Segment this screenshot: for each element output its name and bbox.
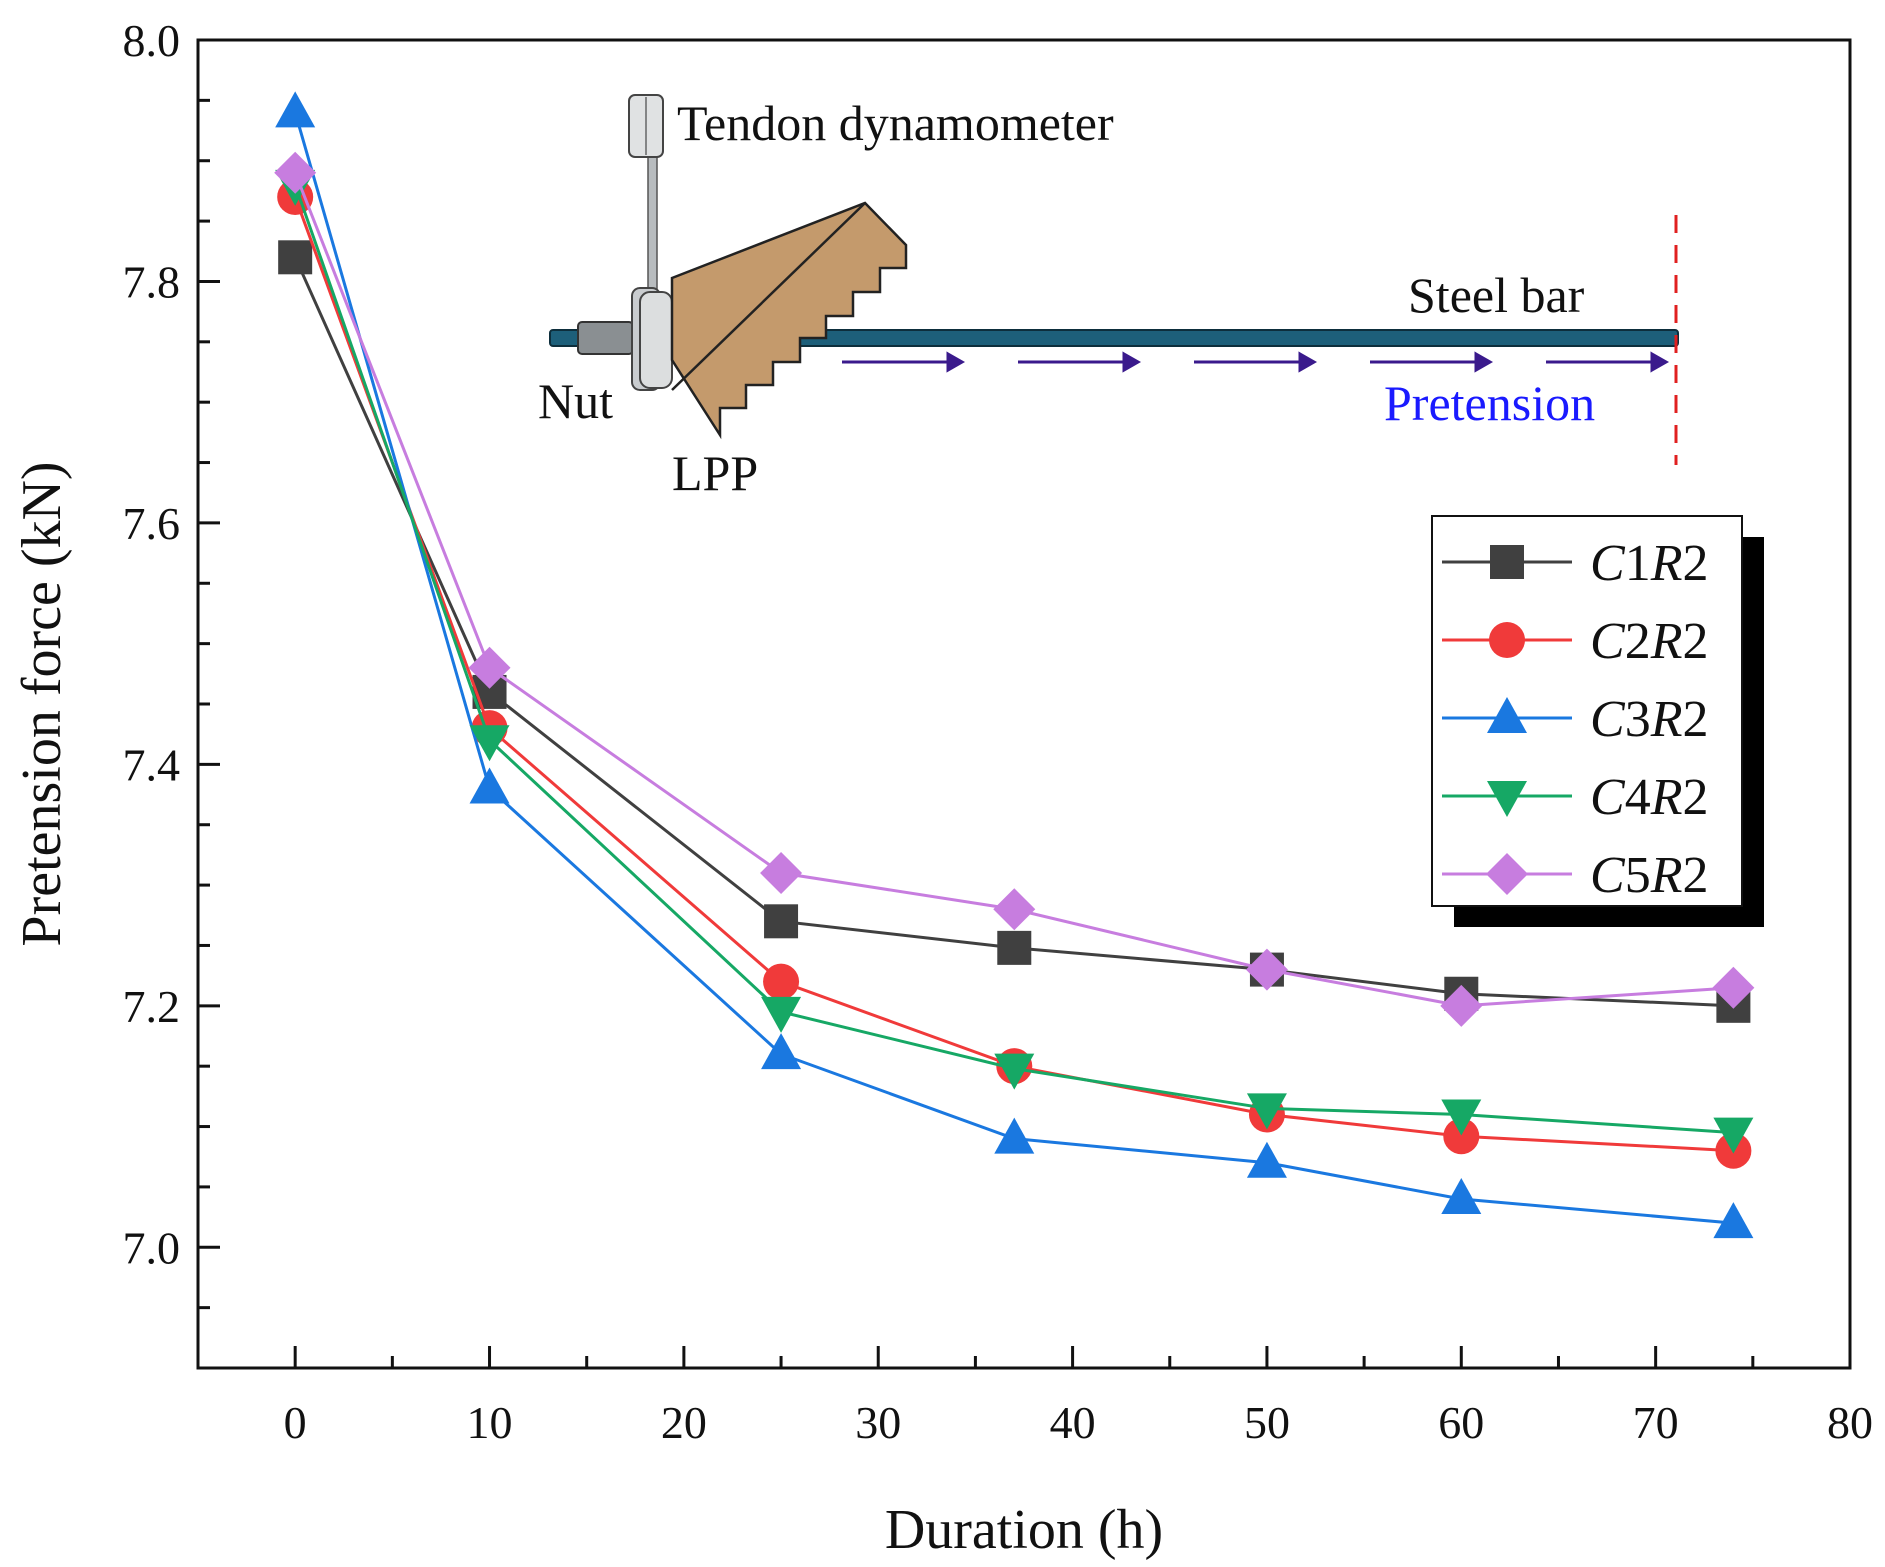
steel-bar-label: Steel bar — [1408, 267, 1585, 323]
legend-marker-C2R2 — [1489, 622, 1525, 658]
data-point-C5R2-0 — [274, 151, 317, 194]
x-tick-label-10: 10 — [467, 1397, 513, 1448]
data-point-C5R2-37 — [993, 888, 1036, 931]
legend-label-C1R2: C1R2 — [1590, 535, 1708, 592]
data-point-C4R2-25 — [761, 996, 802, 1033]
legend-item-C5R2: C5R2 — [1442, 847, 1708, 904]
legend-label-C4R2: C4R2 — [1590, 769, 1708, 826]
data-point-C3R2-37 — [994, 1117, 1035, 1154]
data-point-C4R2-60 — [1441, 1099, 1482, 1136]
legend-label-C3R2: C3R2 — [1590, 691, 1708, 748]
dynamometer-label: Tendon dynamometer — [677, 95, 1114, 151]
series-C4R2 — [275, 169, 1754, 1154]
y-axis-title: Pretension force (kN) — [11, 461, 73, 946]
legend-label-C5R2: C5R2 — [1590, 847, 1708, 904]
x-tick-label-60: 60 — [1438, 1397, 1484, 1448]
legend-item-C2R2: C2R2 — [1442, 613, 1708, 670]
legend-label-C2R2: C2R2 — [1590, 613, 1708, 670]
data-point-C3R2-25 — [761, 1033, 802, 1070]
y-tick-label-7.8: 7.8 — [123, 256, 181, 307]
data-point-C5R2-25 — [760, 852, 803, 895]
data-point-C3R2-50 — [1246, 1141, 1287, 1178]
data-point-C4R2-74 — [1713, 1117, 1754, 1154]
data-point-C4R2-37 — [994, 1053, 1035, 1090]
data-point-C5R2-60 — [1440, 984, 1483, 1027]
x-tick-label-70: 70 — [1633, 1397, 1679, 1448]
data-point-C3R2-0 — [275, 91, 316, 128]
legend-item-C1R2: C1R2 — [1442, 535, 1708, 592]
x-tick-label-30: 30 — [855, 1397, 901, 1448]
series-group — [274, 91, 1755, 1239]
y-tick-label-7.2: 7.2 — [123, 981, 181, 1032]
data-point-C4R2-50 — [1246, 1093, 1287, 1130]
legend-marker-C4R2 — [1487, 781, 1527, 817]
data-point-C3R2-60 — [1441, 1177, 1482, 1214]
pretension-label: Pretension — [1384, 375, 1595, 431]
data-point-C1R2-0 — [278, 240, 313, 275]
washer-shape — [639, 291, 673, 389]
data-point-C2R2-60 — [1443, 1118, 1480, 1155]
pretension-arrows — [842, 351, 1670, 373]
data-point-C4R2-10 — [469, 725, 510, 762]
inset-illustration: Tendon dynamometer Nut LPP Steel bar Pre… — [538, 94, 1679, 501]
x-tick-label-80: 80 — [1827, 1397, 1873, 1448]
data-point-C3R2-10 — [469, 767, 510, 804]
series-C3R2 — [275, 91, 1754, 1239]
data-point-C3R2-74 — [1713, 1202, 1754, 1239]
series-C5R2 — [274, 151, 1755, 1027]
lpp-edge — [671, 202, 866, 391]
data-point-C5R2-10 — [468, 646, 511, 689]
legend-box — [1431, 515, 1743, 907]
lpp-plate-shape — [670, 201, 908, 440]
legend-marker-C5R2 — [1486, 853, 1528, 895]
bolt-shape — [577, 321, 634, 355]
data-point-C5R2-50 — [1245, 948, 1288, 991]
y-tick-label-7.0: 7.0 — [123, 1222, 181, 1273]
y-tick-label-7.4: 7.4 — [123, 739, 181, 790]
y-tick-label-7.6: 7.6 — [123, 498, 181, 549]
dynamometer-stem-shape — [647, 149, 658, 291]
legend-items: C1R2 C2R2 C3R2 C4R2 C5R2 — [1442, 535, 1708, 904]
axis-tick-labels: 0 10 20 30 40 50 60 70 80 7.0 7.2 7.4 7.6 7.8 8.0 — [123, 15, 1874, 1448]
axis-ticks — [198, 38, 1852, 1370]
nut-label: Nut — [538, 373, 613, 429]
lpp-label: LPP — [672, 445, 758, 501]
legend-item-C4R2: C4R2 — [1442, 769, 1708, 826]
data-point-C2R2-25 — [763, 963, 800, 1000]
data-point-C5R2-74 — [1712, 966, 1755, 1009]
steel-bar-shape — [549, 329, 1679, 347]
x-tick-label-0: 0 — [284, 1397, 307, 1448]
legend-marker-C3R2 — [1487, 697, 1527, 733]
x-axis-title: Duration (h) — [885, 1499, 1163, 1561]
x-tick-label-50: 50 — [1244, 1397, 1290, 1448]
legend-item-C3R2: C3R2 — [1442, 691, 1708, 748]
y-tick-label-8.0: 8.0 — [123, 15, 181, 66]
data-point-C1R2-25 — [764, 904, 799, 939]
data-point-C1R2-37 — [997, 930, 1032, 965]
x-tick-label-40: 40 — [1050, 1397, 1096, 1448]
legend-marker-C1R2 — [1490, 545, 1524, 579]
legend: C1R2 C2R2 C3R2 C4R2 C5R2 — [1431, 515, 1764, 927]
x-tick-label-20: 20 — [661, 1397, 707, 1448]
